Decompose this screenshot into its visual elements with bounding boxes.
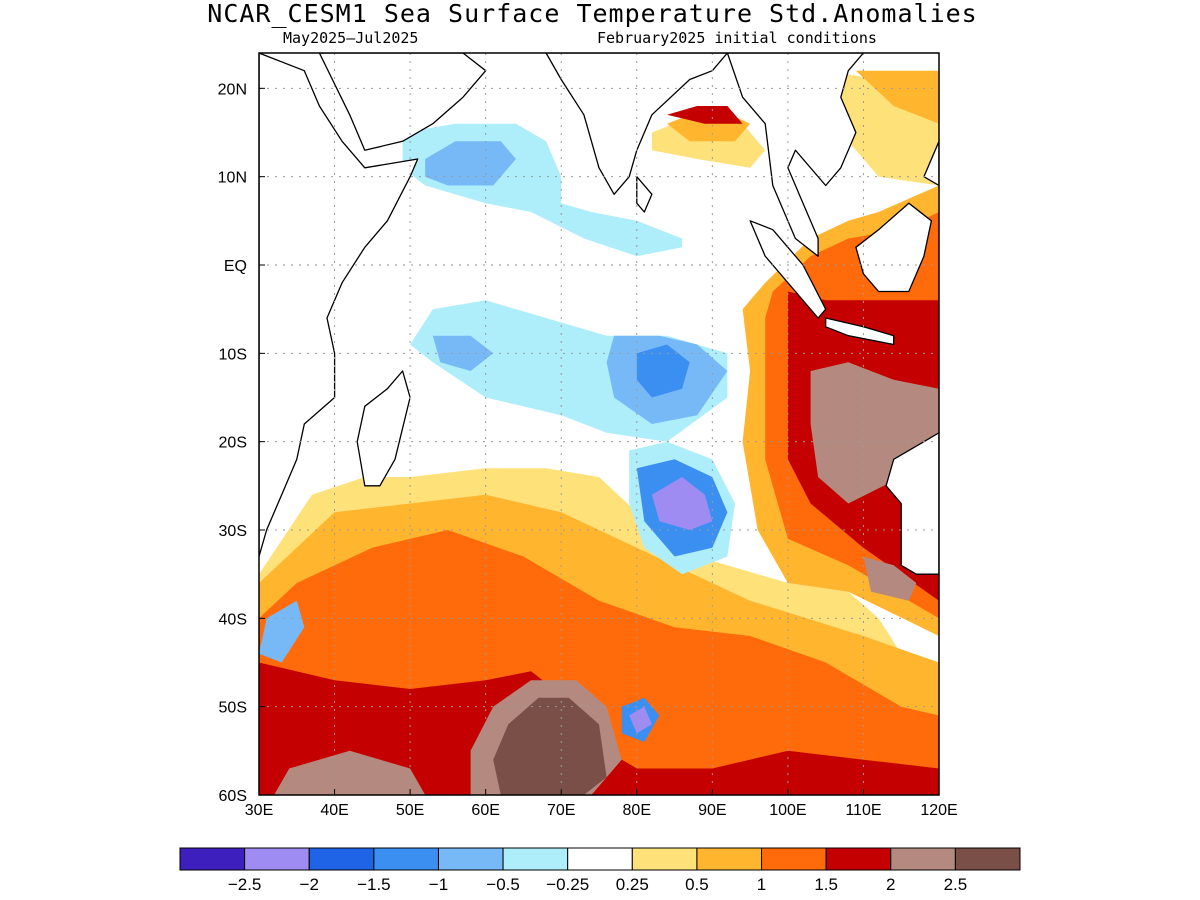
lon-axis: 30E 40E 50E 60E 70E 80E 90E 100E 110E 120E bbox=[245, 789, 958, 819]
colorbar-label: −1.5 bbox=[357, 875, 391, 894]
south-brown-dark bbox=[493, 697, 607, 795]
colorbar-swatch bbox=[631, 847, 698, 871]
colorbar-swatch bbox=[696, 847, 763, 871]
lat-tick-label: 60S bbox=[219, 788, 247, 805]
lon-tick-label: 60E bbox=[471, 802, 499, 819]
colorbar-swatch bbox=[825, 847, 892, 871]
colorbar-label: 1 bbox=[757, 875, 766, 894]
lon-tick-label: 70E bbox=[547, 802, 575, 819]
chart-title: NCAR_CESM1 Sea Surface Temperature Std.A… bbox=[207, 0, 978, 28]
lat-tick-label: EQ bbox=[224, 258, 247, 275]
colorbar-swatch bbox=[954, 847, 1021, 871]
colorbar-swatch bbox=[308, 847, 375, 871]
lat-tick-label: 20S bbox=[219, 435, 247, 452]
southern-lavender-spot bbox=[629, 706, 652, 734]
south-red-zone bbox=[259, 662, 939, 795]
lon-tick-label: 110E bbox=[845, 802, 881, 819]
map-plot-area bbox=[259, 53, 939, 795]
colorbar-label: 0.25 bbox=[616, 875, 649, 894]
colorbar-label: −2 bbox=[300, 875, 319, 894]
initial-conditions: February2025 initial conditions bbox=[597, 29, 877, 47]
colorbar-label: 0.5 bbox=[685, 875, 709, 894]
lon-tick-label: 120E bbox=[920, 802, 957, 819]
lon-tick-label: 90E bbox=[698, 802, 726, 819]
colorbar-label: −2.5 bbox=[228, 875, 262, 894]
lat-tick-label: 50S bbox=[219, 700, 247, 717]
lat-tick-label: 30S bbox=[219, 523, 247, 540]
sri-lanka bbox=[636, 176, 653, 213]
arabia bbox=[318, 53, 487, 151]
colorbar-swatch bbox=[179, 847, 246, 871]
africa bbox=[259, 53, 419, 558]
bay-bengal-red bbox=[667, 106, 743, 124]
colorbar-label: −0.5 bbox=[486, 875, 520, 894]
borneo bbox=[855, 202, 933, 293]
lat-tick-label: 40S bbox=[219, 611, 247, 628]
colorbar-swatch bbox=[567, 847, 633, 871]
south-china-orange bbox=[855, 70, 939, 124]
forecast-period: May2025–Jul2025 bbox=[283, 29, 419, 47]
colorbar-swatch bbox=[502, 847, 569, 871]
coastlines bbox=[259, 53, 939, 575]
lat-tick-label: 20N bbox=[218, 81, 247, 98]
madagascar bbox=[356, 370, 411, 487]
south-brown-light-west bbox=[274, 750, 426, 795]
graticule bbox=[259, 53, 939, 795]
lon-tick-label: 50E bbox=[396, 802, 424, 819]
south-central-lavender bbox=[651, 477, 713, 530]
colorbar-label: −1 bbox=[429, 875, 448, 894]
colorbar-label: −0.25 bbox=[546, 875, 589, 894]
southwest-blue bbox=[259, 600, 305, 663]
lon-tick-label: 80E bbox=[623, 802, 651, 819]
map-frame bbox=[258, 52, 940, 796]
colorbar-label: 2 bbox=[886, 875, 895, 894]
colorbar-swatch bbox=[761, 847, 827, 871]
lon-tick-label: 30E bbox=[245, 802, 273, 819]
lon-tick-label: 100E bbox=[769, 802, 806, 819]
lat-axis: 20N 10N EQ 10S 20S 30S 40S 50S 60S bbox=[218, 81, 265, 805]
lat-tick-label: 10N bbox=[218, 170, 247, 187]
colorbar-label: 2.5 bbox=[944, 875, 968, 894]
lat-tick-label: 10S bbox=[219, 346, 247, 363]
colorbar-swatch bbox=[437, 847, 504, 871]
colorbar-swatch bbox=[244, 847, 310, 871]
arabian-sea-blue bbox=[425, 141, 516, 186]
central-blue-core bbox=[636, 344, 690, 398]
australia bbox=[885, 432, 939, 575]
east-brown-light-south bbox=[863, 556, 917, 601]
india bbox=[545, 53, 729, 195]
west-blue-patch bbox=[432, 335, 494, 371]
anomaly-contours bbox=[259, 70, 939, 795]
colorbar-swatch bbox=[890, 847, 956, 871]
colorbar-label: 1.5 bbox=[814, 875, 838, 894]
lon-tick-label: 40E bbox=[320, 802, 348, 819]
philippines-west bbox=[923, 140, 939, 187]
colorbar-swatch bbox=[373, 847, 439, 871]
colorbar: −2.5 −2 −1.5 −1 −0.5 −0.25 0.25 0.5 1 1.5 2 2.5 bbox=[179, 847, 1021, 894]
